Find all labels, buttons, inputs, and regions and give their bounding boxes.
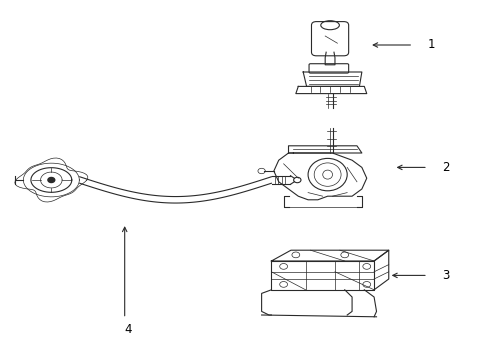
Text: 1: 1 xyxy=(427,39,434,51)
Text: 3: 3 xyxy=(442,269,449,282)
Text: 4: 4 xyxy=(124,323,132,336)
Circle shape xyxy=(48,177,55,183)
Text: 2: 2 xyxy=(442,161,449,174)
